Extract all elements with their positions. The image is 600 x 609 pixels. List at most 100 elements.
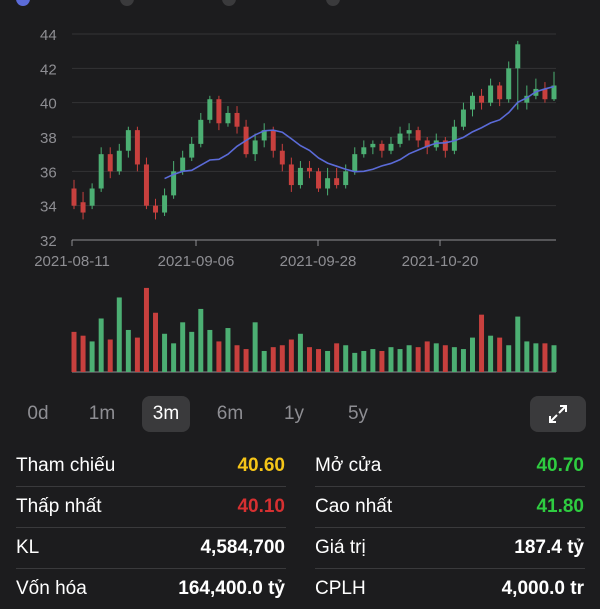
candle-body bbox=[542, 88, 548, 100]
candle-body bbox=[89, 188, 95, 206]
candle-body bbox=[225, 112, 231, 124]
label-gia-tri: Giá trị bbox=[315, 537, 366, 558]
candle-body bbox=[334, 178, 340, 186]
volume-bar bbox=[261, 350, 267, 372]
volume-bar bbox=[98, 318, 104, 372]
candle-body bbox=[143, 164, 149, 206]
value-von-hoa: 164,400.0 tỷ bbox=[178, 578, 285, 599]
candle-body bbox=[388, 143, 394, 151]
label-von-hoa: Vốn hóa bbox=[16, 578, 87, 599]
x-tick-label: 2021-09-06 bbox=[158, 253, 235, 270]
value-thap-nhat: 40.10 bbox=[237, 496, 285, 517]
candle-body bbox=[352, 154, 358, 172]
candle-body bbox=[98, 154, 104, 189]
y-tick-label: 32 bbox=[40, 233, 57, 250]
volume-bar bbox=[370, 349, 376, 372]
candle-body bbox=[134, 130, 140, 165]
volume-bar bbox=[551, 345, 557, 372]
candle-body bbox=[316, 171, 322, 189]
volume-bar bbox=[406, 345, 412, 372]
moving-average-line bbox=[164, 85, 555, 180]
candle-body bbox=[180, 157, 186, 172]
value-tham-chieu: 40.60 bbox=[237, 455, 285, 476]
range-6m[interactable]: 6m bbox=[216, 403, 244, 424]
volume-bar bbox=[252, 322, 258, 372]
tab-indicator-dot bbox=[222, 0, 236, 6]
divider bbox=[315, 486, 585, 487]
candle-body bbox=[189, 143, 195, 158]
volume-bar bbox=[279, 345, 285, 372]
range-5y[interactable]: 5y bbox=[347, 403, 369, 424]
candle-body bbox=[216, 99, 222, 124]
value-cao-nhat: 41.80 bbox=[536, 496, 584, 517]
volume-bar bbox=[198, 308, 204, 372]
volume-bar bbox=[334, 343, 340, 372]
candle-body bbox=[406, 130, 412, 134]
candle-body bbox=[171, 171, 177, 196]
candle-body bbox=[71, 188, 77, 206]
volume-bar bbox=[397, 349, 403, 372]
label-thap-nhat: Thấp nhất bbox=[16, 496, 102, 517]
candle-body bbox=[234, 112, 240, 127]
volume-bar bbox=[361, 350, 367, 372]
candle-body bbox=[397, 133, 403, 144]
volume-bar bbox=[107, 339, 113, 372]
label-cao-nhat: Cao nhất bbox=[315, 496, 393, 517]
volume-bar bbox=[542, 343, 548, 372]
expand-arrows-icon bbox=[549, 405, 567, 423]
candle-body bbox=[470, 95, 475, 110]
volume-bar bbox=[379, 350, 385, 372]
candle-body bbox=[370, 143, 376, 148]
candle-body bbox=[261, 130, 267, 141]
candle-body bbox=[270, 130, 276, 151]
volume-bar bbox=[216, 341, 222, 372]
price-chart[interactable]: 44 42 40 38 36 34 32 2021-08-11 2021-09-06 2021-0… bbox=[0, 0, 600, 380]
volume-bar bbox=[524, 341, 530, 372]
value-mo-cua: 40.70 bbox=[536, 455, 584, 476]
y-tick-label: 42 bbox=[40, 61, 57, 78]
candle-body bbox=[460, 109, 466, 127]
volume-bar bbox=[352, 352, 358, 372]
candle-body bbox=[279, 150, 285, 165]
label-tham-chieu: Tham chiếu bbox=[16, 455, 116, 476]
volume-bar bbox=[388, 347, 394, 372]
label-kl: KL bbox=[16, 537, 40, 558]
tab-indicator-dot bbox=[326, 0, 340, 6]
y-tick-label: 40 bbox=[40, 96, 57, 113]
divider bbox=[16, 486, 286, 487]
range-3m[interactable]: 3m bbox=[142, 396, 190, 432]
label-mo-cua: Mở cửa bbox=[315, 455, 382, 476]
volume-bar bbox=[506, 345, 512, 372]
label-cplh: CPLH bbox=[315, 578, 366, 599]
candle-body bbox=[162, 195, 168, 213]
volume-bar bbox=[288, 339, 294, 372]
volume-bar bbox=[270, 347, 276, 372]
candle-body bbox=[207, 99, 213, 120]
volume-bar bbox=[497, 337, 503, 372]
candle-body bbox=[488, 85, 494, 103]
volume-bar bbox=[234, 345, 240, 372]
value-gia-tri: 187.4 tỷ bbox=[514, 537, 584, 558]
volume-bar bbox=[433, 343, 439, 372]
candle-body bbox=[506, 68, 512, 100]
volume-bar bbox=[71, 331, 77, 372]
volume-bar bbox=[470, 337, 475, 372]
volume-bar bbox=[180, 322, 186, 372]
y-tick-label: 36 bbox=[40, 164, 57, 181]
divider bbox=[16, 568, 286, 569]
volume-bar bbox=[207, 329, 213, 372]
expand-button[interactable] bbox=[530, 396, 586, 432]
candle-body bbox=[198, 119, 204, 144]
x-tick-label: 2021-10-20 bbox=[402, 253, 479, 270]
candle-body bbox=[497, 85, 503, 100]
volume-bar bbox=[460, 349, 466, 372]
range-1m[interactable]: 1m bbox=[88, 403, 116, 424]
candle-body bbox=[415, 130, 421, 141]
range-0d[interactable]: 0d bbox=[27, 403, 49, 424]
divider bbox=[315, 527, 585, 528]
candle-body bbox=[379, 143, 385, 151]
candle-body bbox=[442, 140, 448, 151]
y-tick-label: 34 bbox=[40, 199, 57, 216]
range-1y[interactable]: 1y bbox=[283, 403, 305, 424]
volume-bar bbox=[515, 316, 521, 372]
